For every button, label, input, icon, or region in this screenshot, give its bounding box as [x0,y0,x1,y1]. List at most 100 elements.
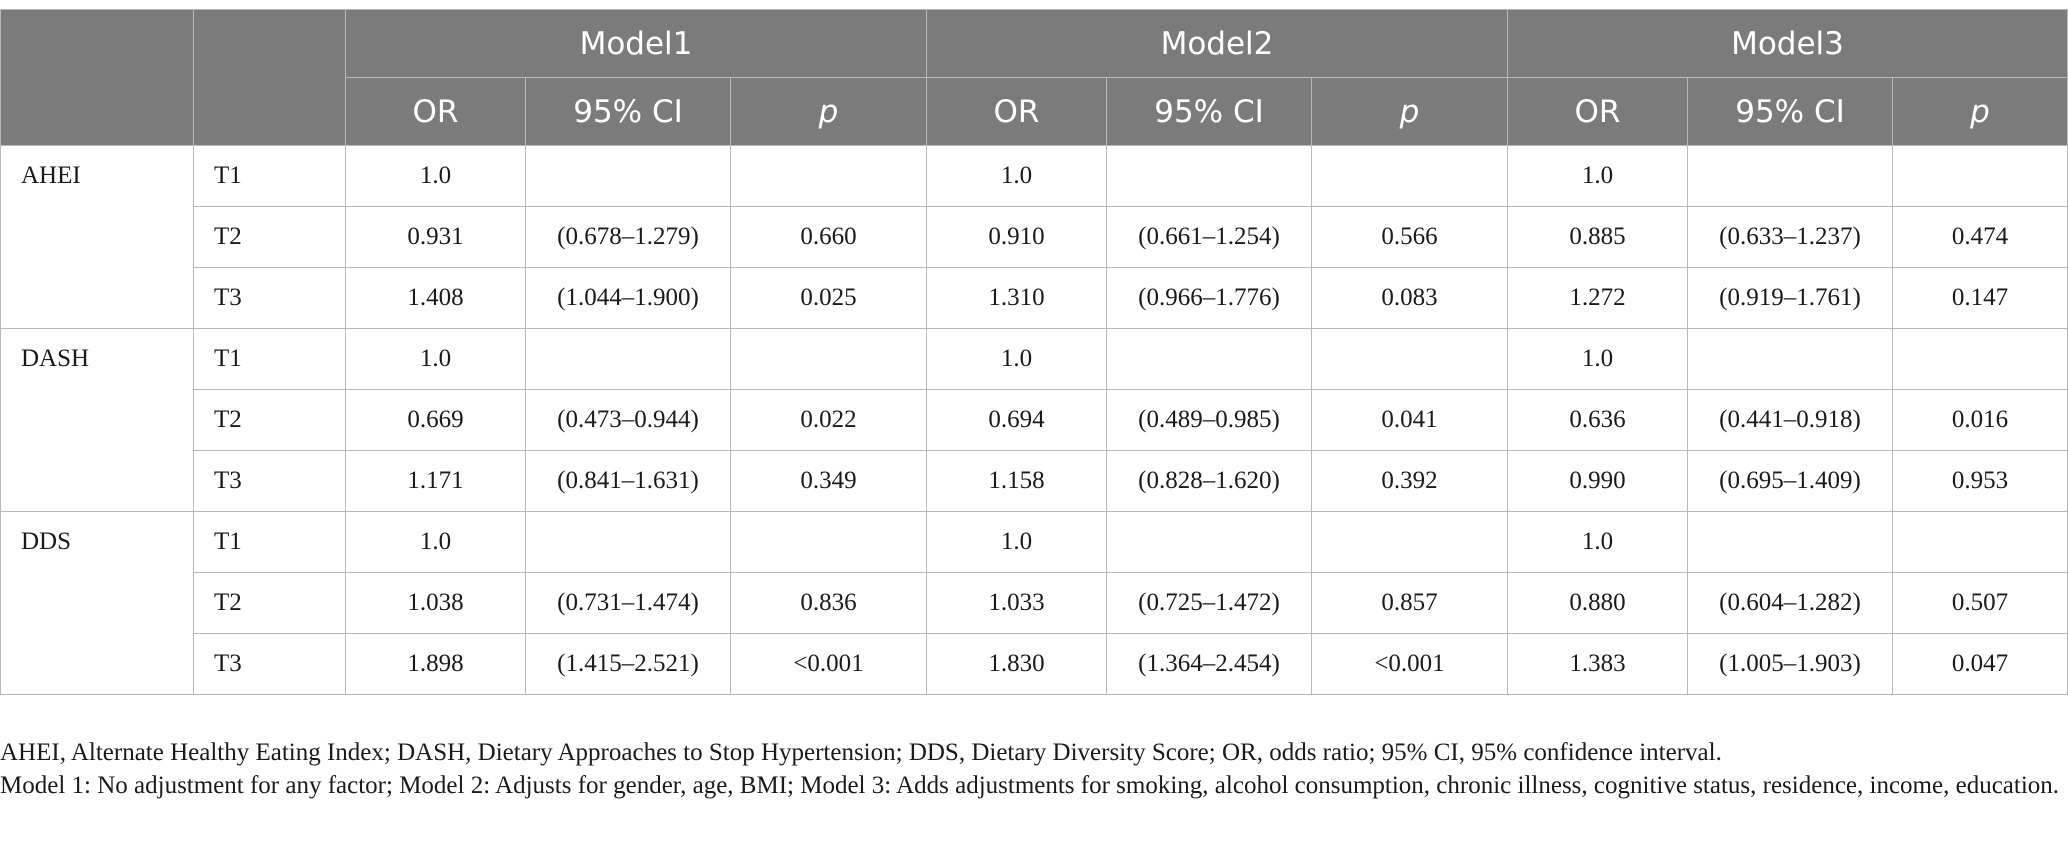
or-value-cell: 1.272 [1507,267,1688,329]
ci-value-cell [525,328,731,390]
measure-label: DASH [0,328,194,512]
ci-value-cell [525,145,731,207]
ci-value-cell: (0.633–1.237) [1687,206,1893,268]
or-value-cell: 0.636 [1507,389,1688,451]
footnote-abbreviations: AHEI, Alternate Healthy Eating Index; DA… [0,739,1722,766]
or-value-cell: 0.885 [1507,206,1688,268]
header-or: OR [345,77,526,146]
header-p: p [1311,77,1508,146]
tertile-label: T1 [193,328,346,390]
ci-value-cell: (0.473–0.944) [525,389,731,451]
or-value-cell: 1.038 [345,572,526,634]
header-or: OR [926,77,1107,146]
ci-value-cell [1106,145,1312,207]
p-value-cell: 0.349 [730,450,927,512]
ci-value-cell: (0.441–0.918) [1687,389,1893,451]
table-row: T2 0.669 (0.473–0.944) 0.022 0.694 (0.489–0.9… [1,389,2068,451]
table-row: T3 1.898 (1.415–2.521) <0.001 1.830 (1.364–2.… [1,633,2068,695]
p-value-cell: 0.474 [1892,206,2068,268]
ci-value-cell [1687,511,1893,573]
p-value-cell: 0.836 [730,572,927,634]
p-value-cell [1311,145,1508,207]
header-ci: 95% CI [1687,77,1893,146]
p-value-cell: 0.041 [1311,389,1508,451]
ci-value-cell: (1.364–2.454) [1106,633,1312,695]
p-value-cell [1311,511,1508,573]
header-ci: 95% CI [525,77,731,146]
table-row: AHEI T1 1.0 1.0 1.0 [0,145,2068,329]
tertile-label: T1 [193,145,346,207]
p-value-cell: 0.025 [730,267,927,329]
or-value-cell: 1.383 [1507,633,1688,695]
or-value-cell: 1.158 [926,450,1107,512]
ci-value-cell: (1.005–1.903) [1687,633,1893,695]
or-value-cell: 1.898 [345,633,526,695]
table-row: DDS T1 1.0 1.0 1.0 [0,511,2068,695]
p-value-cell: 0.857 [1311,572,1508,634]
header-or: OR [1507,77,1688,146]
ci-value-cell [1687,328,1893,390]
header-p: p [1892,77,2068,146]
ci-value-cell: (0.966–1.776) [1106,267,1312,329]
or-value-cell: 1.0 [926,145,1107,207]
table-body: AHEI T1 1.0 1.0 1.0 T2 0.931 (0.678–1.279) 0.660… [0,145,2068,695]
table-row: T2 1.038 (0.731–1.474) 0.836 1.033 (0.725–1.4… [1,572,2068,634]
p-value-cell: 0.660 [730,206,927,268]
p-value-cell [730,511,927,573]
header-model3: Model3 [1507,9,2068,78]
ci-value-cell [1106,511,1312,573]
or-value-cell: 1.0 [345,511,526,573]
or-value-cell: 1.0 [926,328,1107,390]
p-value-cell [1892,328,2068,390]
p-value-cell [1311,328,1508,390]
ci-value-cell: (0.919–1.761) [1687,267,1893,329]
p-value-cell [1892,511,2068,573]
p-value-cell: 0.022 [730,389,927,451]
tertile-label: T3 [193,267,346,329]
header-blank-measure [0,9,194,146]
p-value-cell [730,328,927,390]
ci-value-cell: (0.489–0.985) [1106,389,1312,451]
header-model2: Model2 [926,9,1508,78]
or-value-cell: 1.0 [1507,328,1688,390]
ci-value-cell: (1.044–1.900) [525,267,731,329]
p-value-cell [730,145,927,207]
p-value-cell: <0.001 [730,633,927,695]
ci-value-cell [1106,328,1312,390]
p-value-cell: 0.047 [1892,633,2068,695]
header-blank-tertile [193,9,346,146]
table-footnotes: AHEI, Alternate Healthy Eating Index; DA… [0,736,2068,802]
ci-value-cell [1687,145,1893,207]
ci-value-cell: (0.695–1.409) [1687,450,1893,512]
table-header: Model1 Model2 Model3 OR 95% CI p OR 95% … [0,9,2068,146]
ci-value-cell: (0.731–1.474) [525,572,731,634]
ci-value-cell: (0.661–1.254) [1106,206,1312,268]
or-value-cell: 1.0 [926,511,1107,573]
or-value-cell: 1.033 [926,572,1107,634]
p-value-cell: 0.016 [1892,389,2068,451]
tertile-label: T1 [193,511,346,573]
or-value-cell: 1.0 [1507,511,1688,573]
or-value-cell: 1.0 [1507,145,1688,207]
table-row: T3 1.408 (1.044–1.900) 0.025 1.310 (0.966–1.7… [1,267,2068,329]
header-row-stats: OR 95% CI p OR 95% CI p OR 95% CI p [1,77,2068,146]
or-value-cell: 1.0 [345,328,526,390]
p-value-cell: <0.001 [1311,633,1508,695]
or-value-cell: 0.990 [1507,450,1688,512]
ci-value-cell [525,511,731,573]
or-value-cell: 0.931 [345,206,526,268]
header-row-models: Model1 Model2 Model3 [0,9,2068,146]
or-value-cell: 1.0 [345,145,526,207]
tertile-label: T3 [193,450,346,512]
tertile-label: T2 [193,572,346,634]
header-model1: Model1 [345,9,927,78]
table-row: T3 1.171 (0.841–1.631) 0.349 1.158 (0.828–1.6… [1,450,2068,512]
or-value-cell: 1.171 [345,450,526,512]
measure-label: AHEI [0,145,194,329]
p-value-cell: 0.507 [1892,572,2068,634]
p-value-cell: 0.147 [1892,267,2068,329]
ci-value-cell: (0.725–1.472) [1106,572,1312,634]
or-value-cell: 1.830 [926,633,1107,695]
table-row: T2 0.931 (0.678–1.279) 0.660 0.910 (0.661–1.2… [1,206,2068,268]
ci-value-cell: (0.828–1.620) [1106,450,1312,512]
